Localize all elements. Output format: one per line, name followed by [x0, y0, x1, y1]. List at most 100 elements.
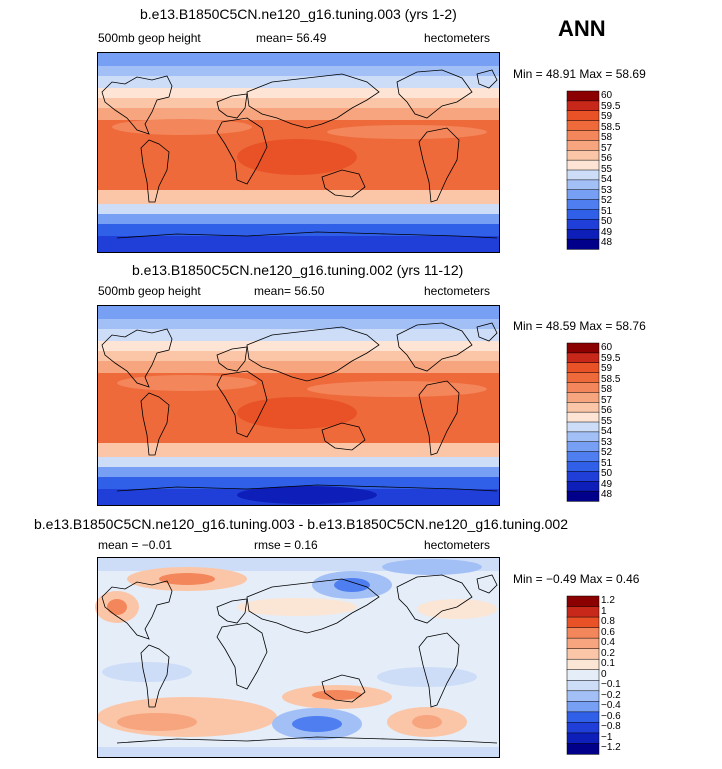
colorbar-swatch: [566, 421, 600, 433]
colorbar-label: 53: [601, 184, 613, 196]
colorbar-label: 58.5: [601, 373, 621, 385]
panel3-units: hectometers: [424, 538, 491, 552]
colorbar-swatch: [566, 130, 600, 142]
colorbar-swatch: [566, 441, 600, 453]
colorbar-swatch: [566, 100, 600, 112]
colorbar-label: 60: [601, 90, 613, 101]
colorbar-swatch: [566, 627, 600, 639]
colorbar-label: 54: [601, 174, 613, 185]
panel3-rmse: rmse = 0.16: [254, 538, 318, 552]
panel1-title: b.e13.B1850C5CN.ne120_g16.tuning.003 (yr…: [140, 6, 457, 22]
colorbar-label: 59.5: [601, 100, 621, 112]
colorbar-swatch: [566, 743, 600, 755]
colorbar-label: 59: [601, 363, 613, 374]
colorbar-label: 48: [601, 237, 613, 248]
colorbar-label: 53: [601, 436, 613, 448]
season-label: ANN: [558, 16, 606, 41]
panel3-colorbar-labels: 1.2 1 0.8 0.6 0.4 0.2 0.1 0 −0.1 −0.2 −0…: [601, 595, 641, 753]
colorbar-label: 56: [601, 405, 613, 416]
panel1-colorbar: [566, 90, 600, 250]
colorbar-label: 0.6: [601, 626, 615, 638]
panel2-colorbar: [566, 342, 600, 502]
panel2-variable-label: 500mb geop height: [98, 284, 201, 298]
colorbar-label: 1: [601, 605, 607, 617]
colorbar-label: −0.1: [601, 679, 621, 690]
colorbar-swatch: [566, 732, 600, 745]
colorbar-swatch: [566, 637, 600, 650]
panel3-title: b.e13.B1850C5CN.ne120_g16.tuning.003 - b…: [34, 516, 568, 532]
colorbar-label: −0.6: [601, 710, 621, 722]
colorbar-swatch: [566, 90, 600, 102]
panel1-colorbar-labels: 60 59.5 59 58.5 58 57 56 55 54 53 52 51 …: [601, 90, 641, 248]
colorbar-swatch: [566, 382, 600, 394]
panel1-coastlines: [101, 69, 498, 239]
panel1-contour-fill: [97, 52, 500, 253]
colorbar-swatch: [566, 169, 600, 181]
colorbar-swatch: [566, 179, 600, 191]
colorbar-swatch: [566, 701, 600, 713]
colorbar-swatch: [566, 606, 600, 618]
panel1-units: hectometers: [424, 31, 491, 45]
colorbar-label: 48: [601, 489, 613, 500]
colorbar-swatch: [566, 481, 600, 492]
colorbar-label: 58: [601, 132, 613, 143]
colorbar-swatch: [566, 471, 600, 482]
colorbar-swatch: [566, 411, 600, 423]
panel1-variable-label: 500mb geop height: [98, 31, 201, 45]
panel2-colorbar-labels: 60 59.5 59 58.5 58 57 56 55 54 53 52 51 …: [601, 342, 641, 500]
colorbar-label: 0.8: [601, 616, 615, 627]
colorbar-swatch: [566, 680, 600, 692]
colorbar-swatch: [566, 352, 600, 364]
colorbar-label: 49: [601, 478, 613, 490]
colorbar-swatch: [566, 372, 600, 384]
colorbar-label: 56: [601, 153, 613, 164]
panel2-mean: mean= 56.50: [254, 284, 325, 298]
colorbar-label: 55: [601, 163, 613, 175]
colorbar-swatch: [566, 362, 600, 374]
colorbar-label: 60: [601, 342, 613, 353]
colorbar-swatch: [566, 219, 600, 230]
colorbar-swatch: [566, 150, 600, 161]
colorbar-swatch: [566, 189, 600, 201]
colorbar-swatch: [566, 711, 600, 724]
panel1-minmax: Min = 48.91 Max = 58.69: [513, 67, 646, 81]
colorbar-label: 52: [601, 195, 613, 206]
colorbar-label: 57: [601, 394, 613, 406]
colorbar-swatch: [566, 342, 600, 354]
panel1-map: [97, 52, 500, 253]
colorbar-label: 58: [601, 384, 613, 395]
colorbar-swatch: [566, 658, 600, 671]
colorbar-swatch: [566, 199, 600, 211]
colorbar-swatch: [566, 461, 600, 473]
panel2-title: b.e13.B1850C5CN.ne120_g16.tuning.002 (yr…: [132, 262, 464, 278]
colorbar-swatch: [566, 120, 600, 132]
colorbar-swatch: [566, 690, 600, 702]
colorbar-label: −1: [601, 731, 613, 743]
panel3-map: [95, 557, 500, 758]
colorbar-label: −0.4: [601, 700, 621, 711]
colorbar-label: 59.5: [601, 352, 621, 364]
colorbar-label: −0.2: [601, 689, 621, 701]
colorbar-swatch: [566, 722, 600, 734]
panel2-units: hectometers: [424, 284, 491, 298]
colorbar-swatch: [566, 648, 600, 660]
colorbar-swatch: [566, 110, 600, 122]
panel3-mean: mean = −0.01: [98, 538, 173, 552]
colorbar-swatch: [566, 229, 600, 240]
colorbar-label: −1.2: [601, 742, 621, 753]
colorbar-label: 55: [601, 415, 613, 427]
colorbar-swatch: [566, 595, 600, 608]
colorbar-label: 51: [601, 205, 613, 217]
colorbar-swatch: [566, 490, 600, 502]
panel2-coastlines: [101, 322, 498, 492]
colorbar-swatch: [566, 159, 600, 171]
colorbar-label: 58.5: [601, 121, 621, 133]
colorbar-swatch: [566, 402, 600, 413]
panel2-minmax: Min = 48.59 Max = 58.76: [513, 319, 646, 333]
colorbar-swatch: [566, 451, 600, 463]
colorbar-swatch: [566, 392, 600, 403]
colorbar-label: 50: [601, 216, 613, 227]
colorbar-swatch: [566, 209, 600, 221]
colorbar-label: 51: [601, 457, 613, 469]
colorbar-label: 50: [601, 468, 613, 479]
